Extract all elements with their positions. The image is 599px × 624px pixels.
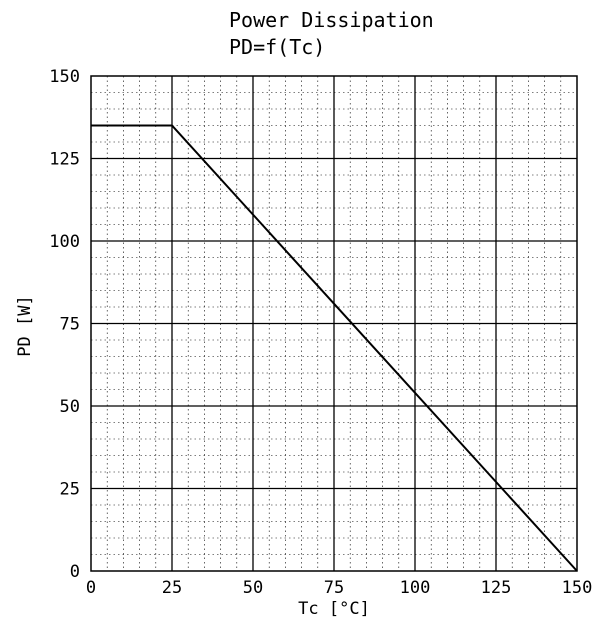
x-tick-label: 25 (162, 578, 182, 598)
y-tick-label: 100 (49, 232, 80, 252)
chart-subtitle: PD=f(Tc) (229, 35, 325, 59)
y-tick-label: 75 (60, 315, 80, 335)
y-tick-label: 50 (60, 397, 80, 417)
x-tick-label: 100 (400, 578, 431, 598)
x-tick-labels: 0 25 50 75 100 125 150 (86, 578, 592, 598)
y-axis-label: PD [W] (15, 295, 35, 356)
x-tick-label: 125 (481, 578, 512, 598)
series-line (91, 124, 578, 572)
y-tick-label: 150 (49, 67, 80, 87)
x-tick-label: 150 (562, 578, 593, 598)
series-layer (91, 124, 578, 572)
plot-frame (90, 75, 578, 572)
major-grid (91, 76, 577, 571)
x-tick-label: 50 (243, 578, 263, 598)
chart-title: Power Dissipation (229, 8, 434, 32)
x-axis-label: Tc [°C] (298, 599, 370, 619)
x-tick-label: 75 (324, 578, 344, 598)
y-tick-label: 0 (70, 562, 80, 582)
y-tick-labels: 0 25 50 75 100 125 150 (49, 67, 80, 582)
y-tick-label: 25 (60, 480, 80, 500)
x-tick-label: 0 (86, 578, 96, 598)
y-tick-label: 125 (49, 150, 80, 170)
